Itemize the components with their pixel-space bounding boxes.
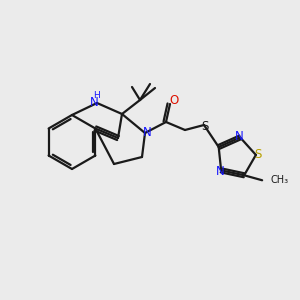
Text: N: N <box>235 130 244 143</box>
Text: H: H <box>94 92 100 100</box>
Text: N: N <box>142 125 152 139</box>
Text: O: O <box>169 94 178 107</box>
Text: CH₃: CH₃ <box>270 175 288 185</box>
Text: N: N <box>90 95 98 109</box>
Text: N: N <box>216 165 224 178</box>
Text: S: S <box>254 148 262 161</box>
Text: S: S <box>201 119 209 133</box>
